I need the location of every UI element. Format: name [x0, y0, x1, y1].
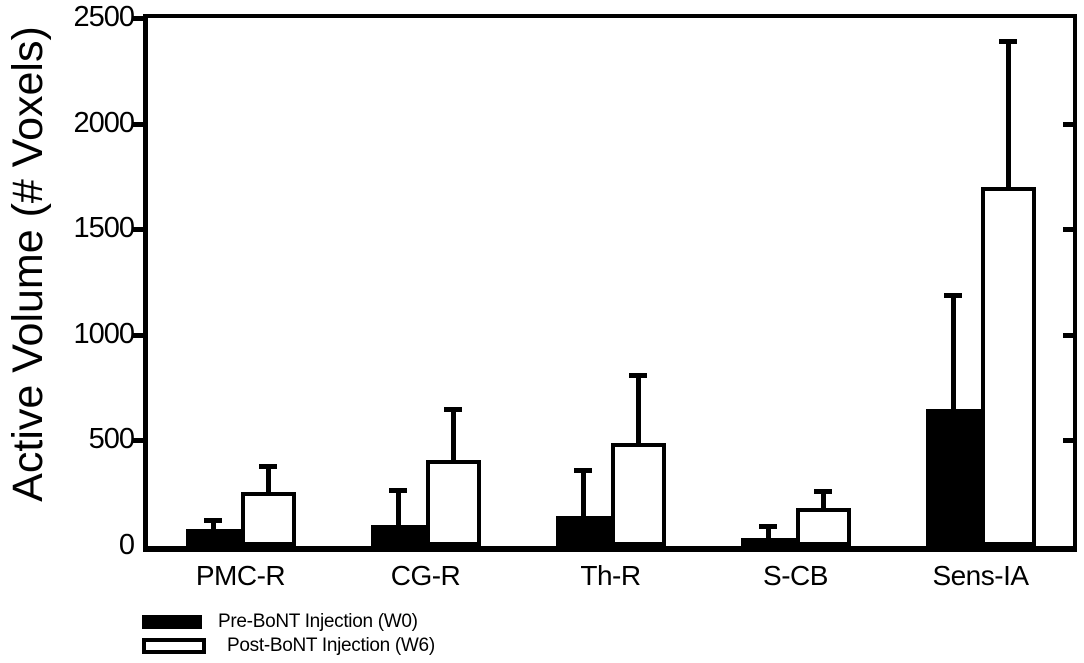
x-category-label-cg-r: CG-R [390, 560, 461, 591]
bar-pre-s-cb [740, 537, 796, 546]
x-category-label-s-cb: S-CB [763, 560, 828, 591]
x-category-label-pmc-r: PMC-R [195, 560, 286, 591]
y-axis-tick [132, 121, 143, 127]
x-category-label-sens-ia: Sens-IA [932, 560, 1029, 591]
bar-post-th-r [610, 442, 666, 546]
y-axis-tick-right [1063, 227, 1073, 233]
error-bar-stem [1005, 39, 1011, 187]
bar-pre-th-r [555, 516, 611, 546]
bar-pre-pmc-r [185, 529, 241, 546]
error-bar-stem [820, 488, 826, 508]
error-bar-cap [759, 523, 777, 529]
error-bar-stem [635, 372, 641, 443]
error-bar-cap [204, 517, 222, 523]
error-bar-cap [259, 463, 277, 469]
y-tick-label: 500 [88, 423, 135, 456]
y-tick-label: 2000 [73, 106, 135, 139]
error-bar-cap [814, 488, 832, 494]
y-tick-label: 2500 [73, 1, 135, 33]
error-bar-stem [950, 292, 956, 409]
bar-post-sens-ia [980, 186, 1036, 546]
y-axis-tick [132, 332, 143, 338]
error-bar-stem [265, 463, 271, 493]
legend-swatch-post-white [142, 638, 206, 654]
legend-swatch-pre-black [142, 615, 202, 629]
y-axis-tick [132, 438, 143, 444]
error-bar-cap [629, 372, 647, 378]
legend-label-post: Post-BoNT Injection (W6) [227, 635, 435, 656]
y-tick-label: 0 [118, 529, 135, 561]
y-axis-tick-right [1063, 332, 1073, 338]
y-axis-tick [132, 16, 143, 21]
bar-pre-sens-ia [925, 408, 981, 546]
bar-post-pmc-r [240, 492, 296, 546]
plot-area [132, 14, 1077, 552]
legend-label-pre: Pre-BoNT Injection (W0) [218, 611, 418, 632]
bar-post-cg-r [425, 460, 481, 546]
y-tick-label: 1500 [73, 212, 135, 245]
y-tick-label: 1000 [73, 317, 135, 350]
error-bar-stem [765, 523, 771, 538]
y-axis-tick-right [1063, 438, 1073, 444]
bar-post-s-cb [795, 507, 851, 546]
error-bar-cap [944, 292, 962, 298]
legend: Pre-BoNT Injection (W0) Post-BoNT Inject… [142, 610, 435, 658]
error-bar-cap [389, 487, 407, 493]
bar-pre-cg-r [370, 524, 426, 546]
error-bar-stem [450, 406, 456, 461]
y-axis-title: Active Volume (# Voxels) [4, 26, 52, 502]
legend-item-pre: Pre-BoNT Injection (W0) [142, 610, 435, 634]
y-axis-tick [132, 227, 143, 233]
error-bar-stem [580, 467, 586, 517]
error-bar-stem [395, 487, 401, 525]
legend-item-post: Post-BoNT Injection (W6) [142, 634, 435, 658]
error-bar-cap [999, 39, 1017, 45]
y-axis-tick-right [1063, 121, 1073, 127]
error-bar-cap [574, 467, 592, 473]
error-bar-stem [210, 517, 216, 530]
error-bar-cap [444, 406, 462, 412]
x-category-label-th-r: Th-R [580, 560, 641, 591]
